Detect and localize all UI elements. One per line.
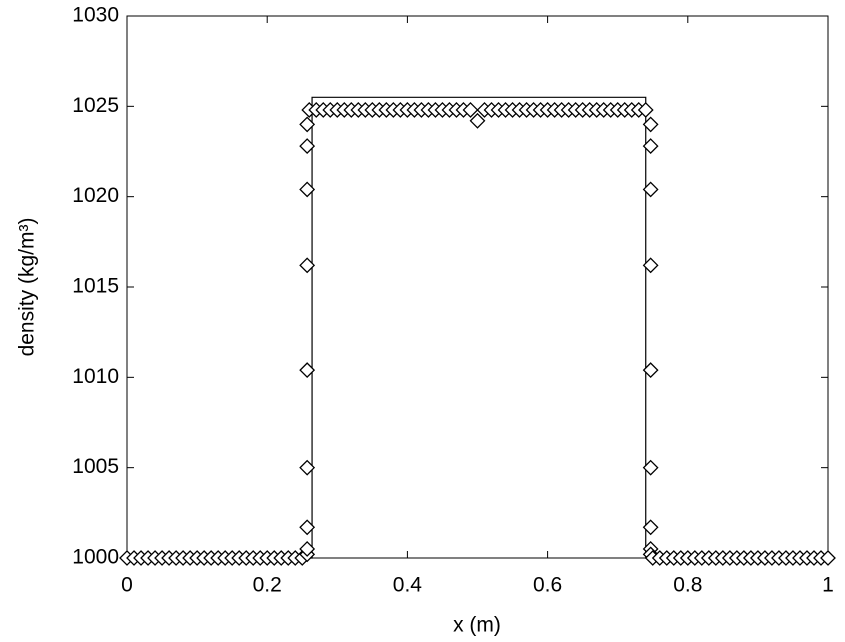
x-tick-label: 0.8 — [673, 574, 702, 597]
marker — [820, 550, 836, 566]
marker — [469, 112, 486, 129]
marker — [637, 102, 654, 118]
marker — [642, 116, 659, 133]
y-tick-label: 1010 — [72, 365, 119, 388]
y-tick-label: 1030 — [72, 4, 119, 27]
marker — [642, 257, 659, 274]
x-axis-label: x (m) — [453, 614, 501, 637]
marker — [299, 362, 316, 379]
x-tick-label: 1 — [822, 574, 834, 597]
marker — [462, 102, 479, 118]
y-tick-label: 1020 — [72, 184, 119, 207]
marker — [299, 257, 316, 274]
y-tick-label: 1000 — [72, 546, 119, 569]
x-tick-label: 0.2 — [253, 574, 282, 597]
marker — [642, 459, 659, 476]
y-tick-label: 1015 — [72, 275, 119, 298]
x-tick-label: 0.4 — [393, 574, 423, 597]
x-tick-label: 0 — [121, 574, 133, 597]
exact-line — [127, 96, 828, 559]
marker — [299, 138, 316, 154]
y-tick-label: 1025 — [72, 94, 119, 117]
marker — [642, 362, 659, 379]
marker — [299, 541, 316, 557]
marker — [299, 116, 316, 133]
marker — [642, 519, 659, 536]
marker — [642, 138, 659, 154]
y-axis-label: density (kg/m³) — [16, 218, 39, 357]
x-tick-label: 0.6 — [533, 574, 562, 597]
marker — [299, 519, 316, 536]
marker — [299, 181, 316, 198]
marker — [299, 459, 316, 476]
marker — [642, 181, 659, 198]
y-tick-label: 1005 — [72, 455, 119, 478]
